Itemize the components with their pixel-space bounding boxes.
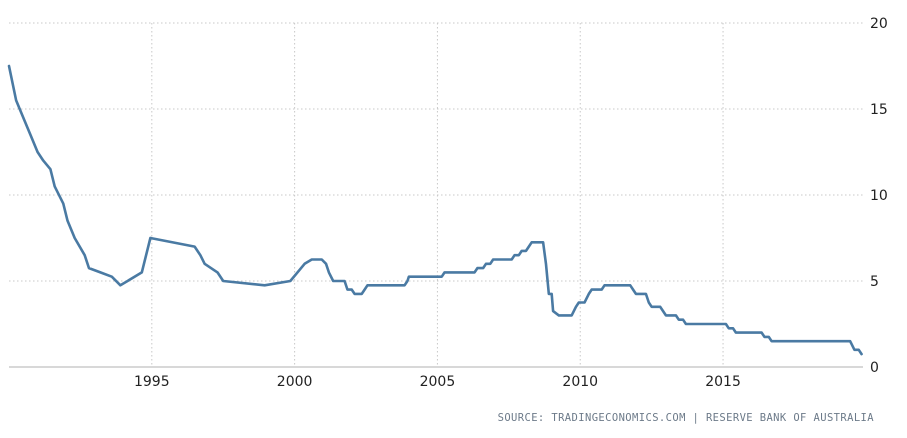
y-tick-label: 15	[870, 102, 888, 118]
x-tick-label: 2010	[562, 374, 598, 390]
x-tick-label: 2015	[705, 374, 741, 390]
tick-labels: 0 5 10 15 20 1995 2000 2005 2010 2015	[134, 16, 888, 390]
y-tick-label: 0	[870, 360, 879, 376]
x-tick-label: 2005	[420, 374, 456, 390]
x-tick-label: 2000	[277, 374, 313, 390]
y-tick-label: 20	[870, 16, 888, 32]
source-caption: SOURCE: TRADINGECONOMICS.COM | RESERVE B…	[497, 412, 874, 424]
y-tick-label: 5	[870, 274, 879, 290]
series-line	[7, 64, 863, 356]
y-tick-label: 10	[870, 188, 888, 204]
grid	[9, 22, 863, 368]
x-tick-label: 1995	[134, 374, 170, 390]
series-layer	[7, 64, 863, 356]
